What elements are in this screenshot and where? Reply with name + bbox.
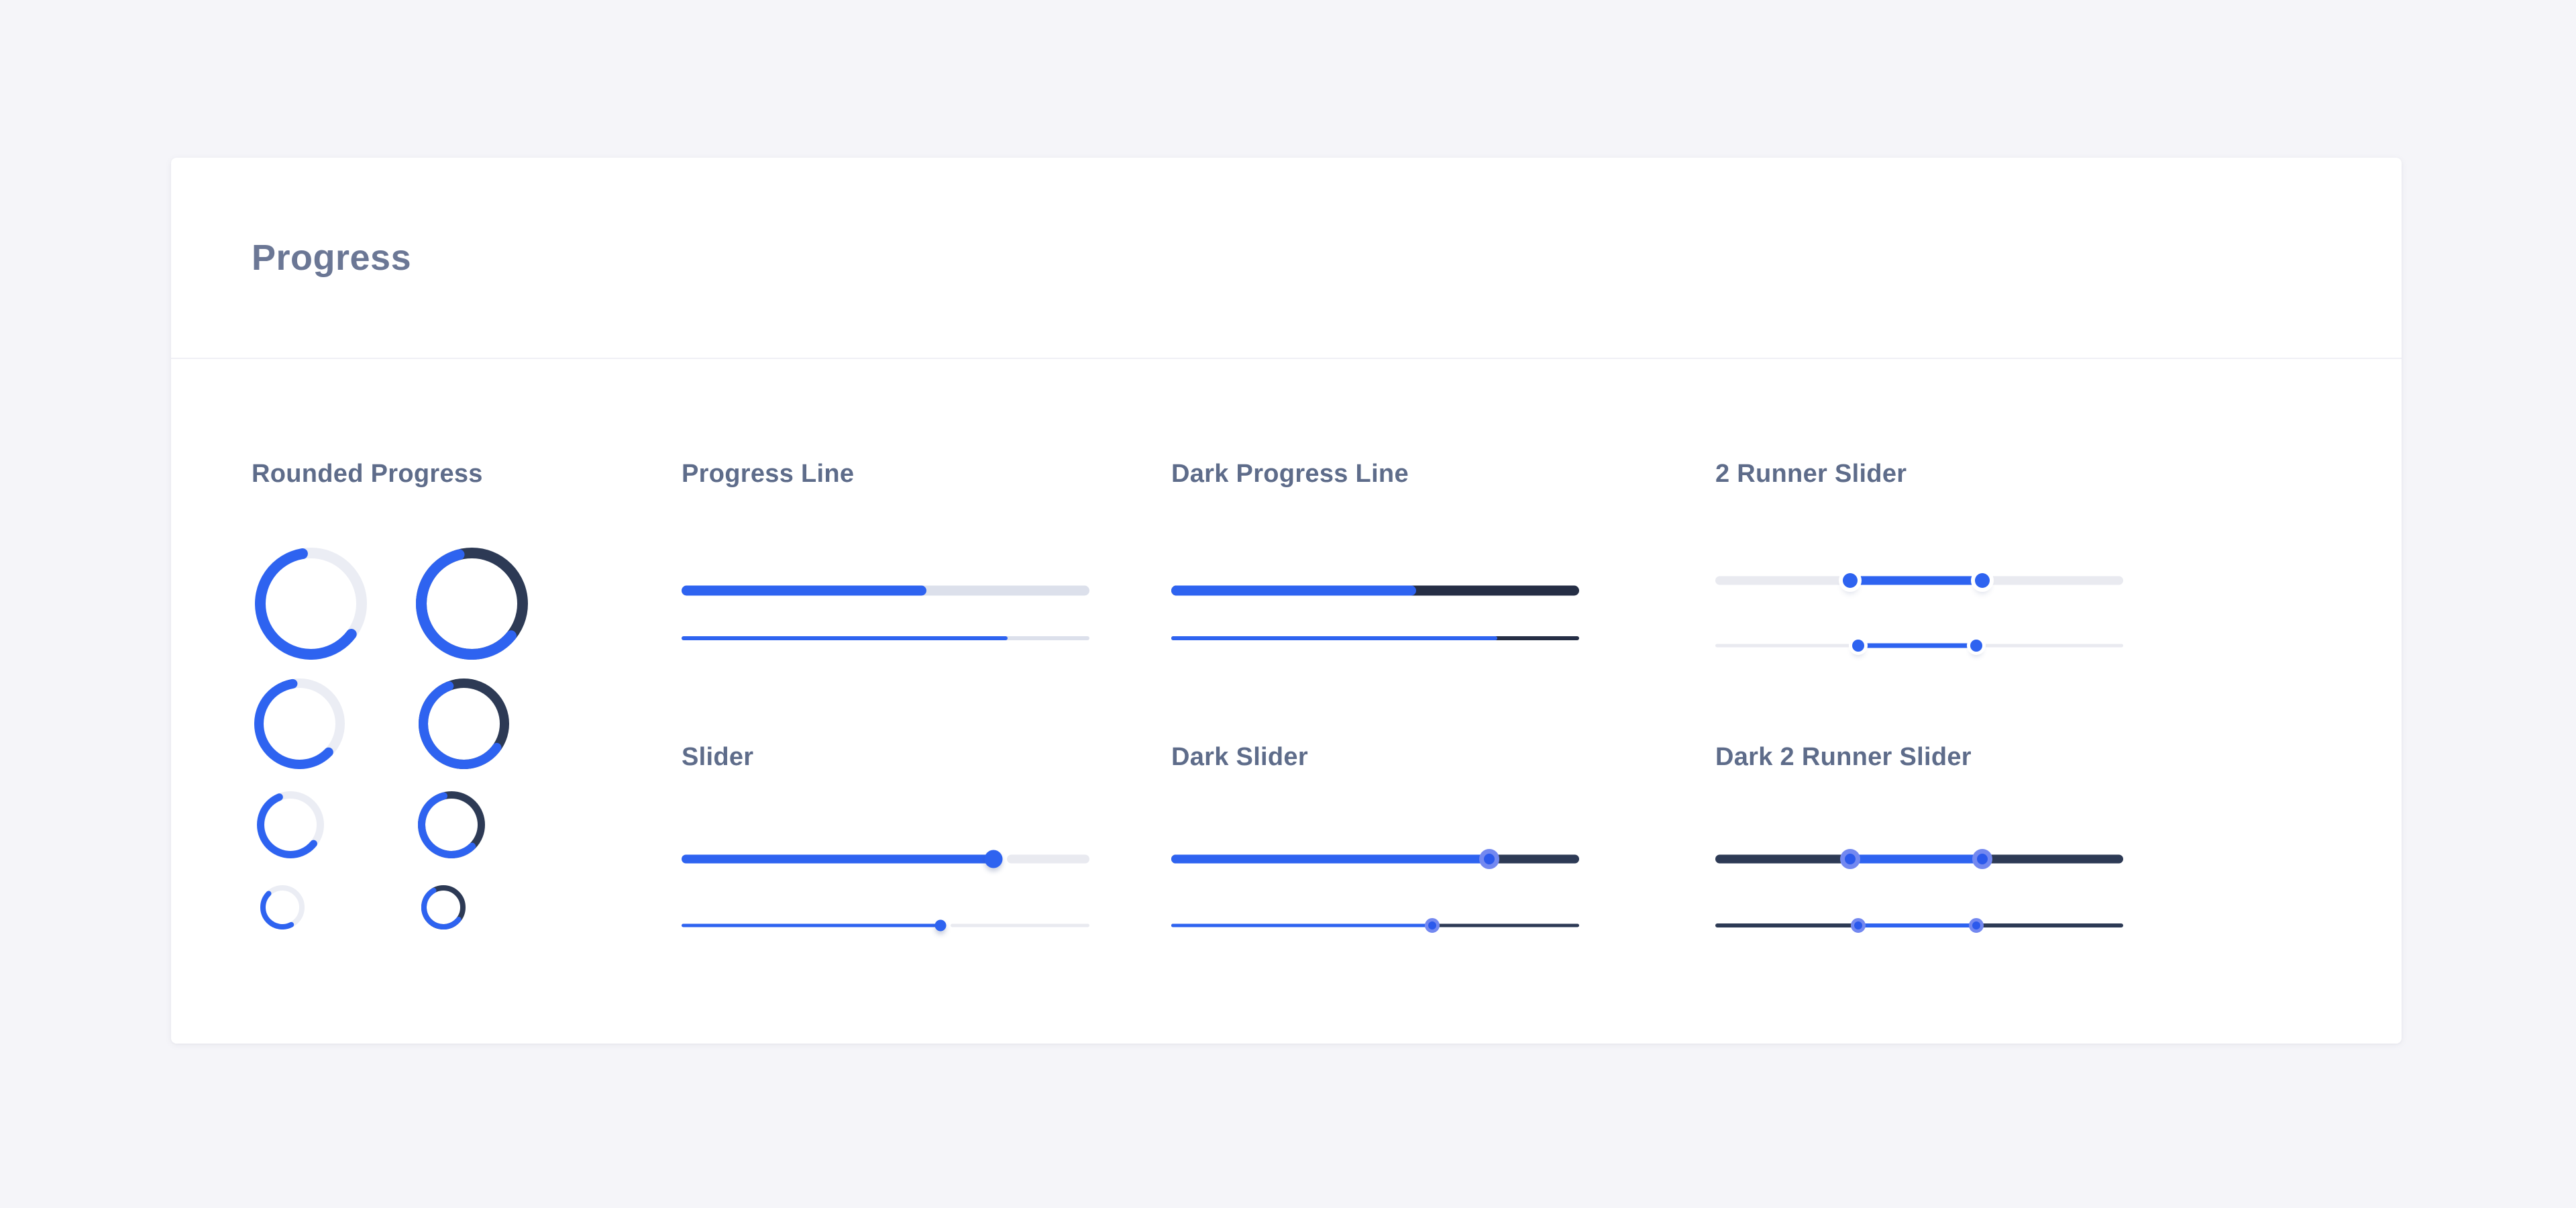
rounded-progress-ring [254,678,345,769]
range-slider-handle-end[interactable] [1970,640,1983,652]
slider-fill[interactable] [682,854,994,864]
rounded-progress-ring [418,791,485,858]
rounded-progress-ring [260,885,305,929]
rounded-progress-ring [254,547,367,660]
rounded-progress-ring [418,678,509,769]
rounded-progress-ring [257,791,324,858]
bar-row [1715,844,2123,874]
ring-progress-arc [254,678,345,769]
range-slider-selection[interactable] [1849,854,1983,864]
rounded-progress-ring [421,885,466,929]
slider-fill[interactable] [1171,923,1433,927]
ring-progress-arc [257,791,324,858]
section-title-rounded-progress: Rounded Progress [252,460,483,488]
range-slider-handle-end[interactable] [1972,849,1993,869]
progress-line-fill [1171,636,1498,640]
page-title: Progress [252,238,412,278]
slider-handle[interactable] [1479,849,1500,869]
progress-line-fill [1171,585,1416,596]
section-title-slider: Slider [682,743,754,771]
range-slider-handle-start[interactable] [1851,640,1864,652]
slider-track-remainder[interactable] [1006,854,1089,864]
rounded-progress-ring [415,547,528,660]
bar-row [682,844,1089,874]
range-slider-handle-start[interactable] [1839,849,1860,869]
slider-handle[interactable] [1425,918,1440,933]
ring-progress-arc [415,547,528,660]
range-slider-handle-start[interactable] [1850,918,1866,933]
section-title-two-runner-slider: 2 Runner Slider [1715,460,1907,488]
slider-handle[interactable] [984,850,1003,868]
bar-row [682,911,1089,940]
range-slider-selection[interactable] [1858,643,1977,648]
bar-row [682,623,1089,653]
bar-row [1715,631,2123,660]
range-slider-selection[interactable] [1858,923,1977,927]
bar-row [1171,576,1579,605]
progress-line-fill [682,585,926,596]
card-body: Rounded Progress Progress Line Dark Prog… [171,359,2402,1042]
slider-handle[interactable] [934,919,947,932]
ring-progress-arc [260,885,305,929]
ring-progress-arc [421,885,466,929]
slider-fill[interactable] [682,923,941,927]
section-title-dark-progress-line: Dark Progress Line [1171,460,1409,488]
card-header: Progress [171,158,2402,359]
slider-fill[interactable] [1171,854,1490,864]
section-title-dark-two-runner-slider: Dark 2 Runner Slider [1715,743,1972,771]
progress-card: Progress Rounded Progress Progress Line … [171,158,2402,1044]
progress-line-fill [682,636,1008,640]
range-slider-handle-end[interactable] [1975,573,1990,588]
bar-row [1171,623,1579,653]
ring-progress-arc [418,678,509,769]
bar-row [682,576,1089,605]
ring-progress-arc [254,547,367,660]
section-title-dark-slider: Dark Slider [1171,743,1308,771]
bar-row [1171,911,1579,940]
slider-track-remainder[interactable] [950,923,1089,927]
bar-row [1171,844,1579,874]
range-slider-selection[interactable] [1849,576,1983,585]
range-slider-handle-start[interactable] [1842,573,1858,588]
range-slider-handle-end[interactable] [1969,918,1984,933]
section-title-progress-line: Progress Line [682,460,855,488]
ring-progress-arc [418,791,485,858]
bar-row [1715,911,2123,940]
bar-row [1715,566,2123,595]
